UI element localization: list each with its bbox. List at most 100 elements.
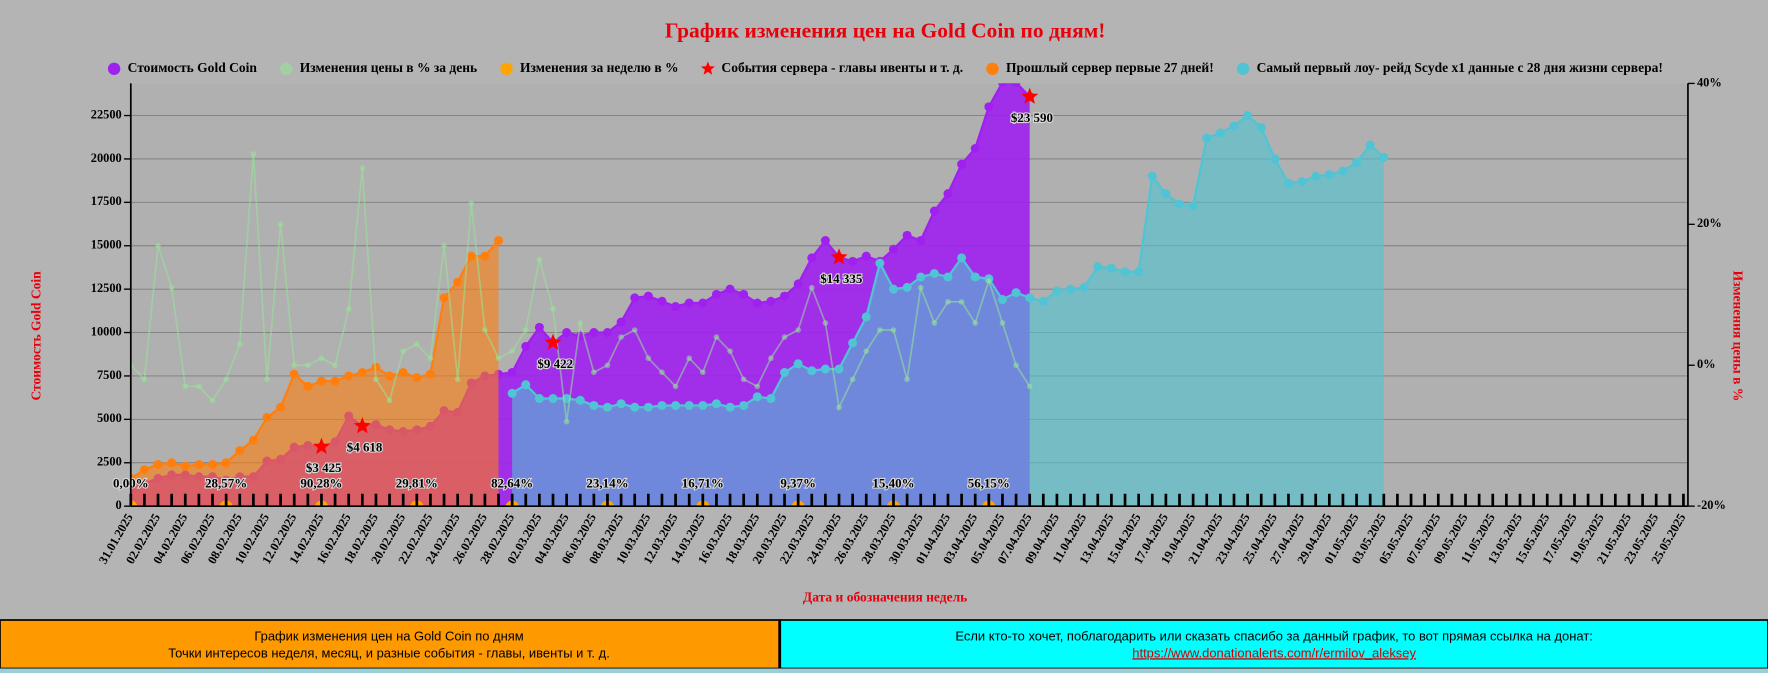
point [1379,152,1389,162]
point [998,83,1007,88]
point [468,200,475,207]
legend-item: Изменения цены в % за день [280,60,477,75]
point [957,253,967,263]
point [999,320,1006,326]
point [836,404,842,411]
legend-item: Прошлый сервер первые 27 дней! [986,60,1214,75]
point [521,380,531,390]
point [589,328,599,338]
point [400,348,407,354]
point [589,400,599,410]
point [534,394,544,404]
banner-right-box [779,619,1768,670]
point [916,272,926,282]
point [289,369,299,379]
point [1079,282,1089,292]
point [645,355,652,362]
y-axis-title: Стоимость Gold Coin [28,271,43,401]
point [972,320,979,326]
point [1270,154,1280,164]
point [1134,267,1144,277]
point [330,376,340,386]
point [1093,262,1103,272]
point [413,341,420,347]
event-label: $9 422 [537,356,573,371]
week-label: 15,40% [872,476,914,491]
y-tick-label: 10000 [91,324,122,338]
point [386,397,393,404]
point [863,348,870,354]
point [168,284,175,291]
point [739,400,749,410]
point [766,296,776,306]
area-fill [130,240,499,507]
point [439,293,449,303]
event-marker [353,416,371,434]
banner-left-box [0,619,780,670]
legend-label: События сервера - главы ивенты и т. д. [721,60,963,75]
point [739,289,749,299]
point [875,258,885,268]
legend-marker [107,62,121,75]
point [768,355,774,362]
point [373,376,379,383]
event-label: $14 335 [820,271,862,286]
point [986,277,992,284]
point [1052,286,1062,296]
week-label: 56,15% [968,476,1010,491]
point [344,371,354,381]
point [618,334,624,340]
point [970,272,980,282]
point [700,369,706,376]
legend-label: Изменения за неделю в % [520,60,679,75]
point [262,413,272,423]
point [385,371,395,381]
point [1352,157,1362,167]
point [657,400,667,410]
y-tick-label: 0 [116,498,122,512]
point [264,376,270,383]
point [727,348,733,354]
point [807,366,817,376]
week-marker [130,500,138,507]
point [223,376,229,383]
event-marker [830,248,848,265]
point [970,144,980,154]
point [182,383,189,390]
point [713,334,720,340]
legend-label: Самый первый лоу- рейд Scyde x1 данные с… [1257,60,1663,75]
point [250,151,257,157]
point [276,402,286,412]
point [248,435,258,445]
point [997,295,1007,305]
point [1013,362,1019,369]
point [780,367,790,377]
point [196,383,202,390]
point [604,362,611,369]
point [1297,177,1307,187]
point [929,206,939,216]
legend-marker [986,62,999,75]
point [194,459,204,470]
point [209,397,216,404]
point [1283,178,1293,188]
point [562,328,572,338]
legend-label: Стоимость Gold Coin [128,60,258,75]
point [808,284,815,291]
event-marker [312,437,331,454]
point [412,373,422,383]
point [943,189,953,199]
point [643,402,653,412]
point [480,251,490,261]
point [139,465,149,475]
point [752,392,762,402]
point [425,369,435,379]
week-label: 28,57% [205,476,247,491]
y-tick-label: 15000 [91,238,122,252]
point [345,306,352,312]
week-label: 82,64% [491,476,533,491]
point [141,376,148,383]
point [807,253,817,263]
donation-link[interactable]: https://www.donationalerts.com/r/ermilov… [1132,645,1416,660]
